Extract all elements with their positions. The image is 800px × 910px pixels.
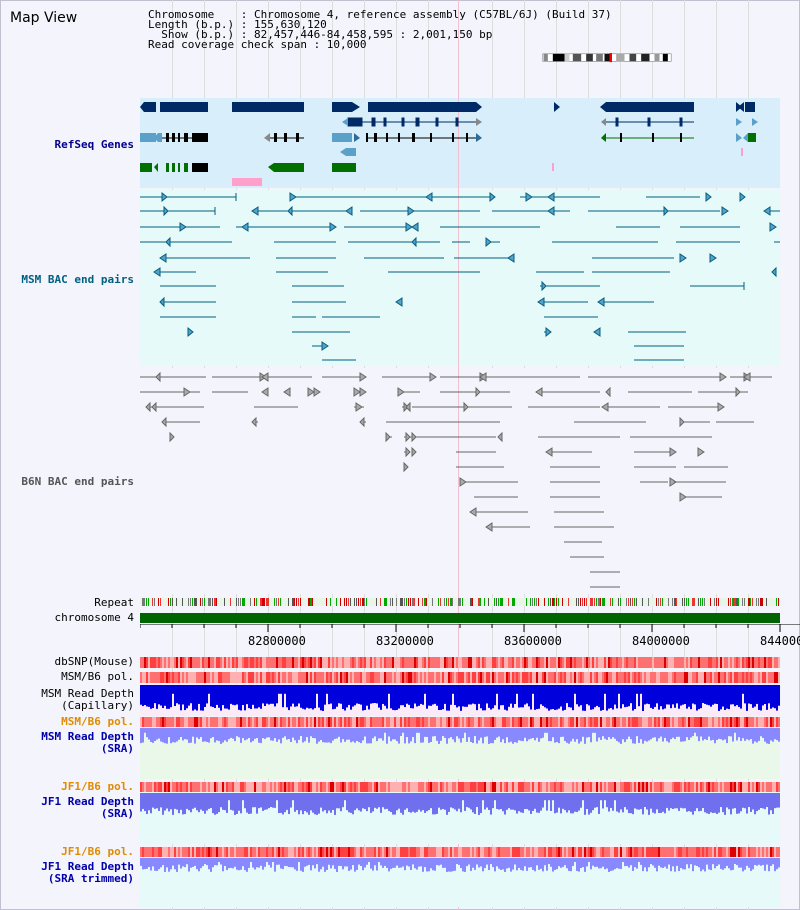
- jf1-depth-trim: [140, 858, 780, 872]
- msm-depth-capillary: [140, 685, 780, 711]
- jf1-pol2-track: [140, 847, 780, 857]
- jf1-pol-label: JF1/B6 pol.: [61, 780, 134, 793]
- chromosome-label: chromosome 4: [54, 611, 134, 624]
- gene-row-3: [140, 133, 756, 142]
- axis-tick-label: 84000000: [632, 634, 690, 648]
- gene-row-5: [140, 163, 554, 172]
- gene-row-4: [340, 148, 743, 156]
- jf1-depth-sra: [140, 793, 780, 815]
- jf1-depth-sra-label: JF1 Read Depth: [41, 795, 134, 808]
- position-axis: [140, 624, 800, 632]
- chromosome-info: Chromosome : Chromosome 4, reference ass…: [148, 8, 612, 51]
- dbsnp-track: [140, 657, 780, 668]
- info-show-range: Show (b.p.) : 82,457,446-84,458,595 : 2,…: [148, 28, 493, 41]
- repeat-track: [140, 598, 780, 606]
- info-length: Length (b.p.) : 155,630,120: [148, 18, 327, 31]
- msm-depth-cap-label-2: (Capillary): [61, 699, 134, 712]
- gene-row-2: [342, 117, 758, 127]
- b6n-bac-track[interactable]: [140, 368, 780, 594]
- jf1-depth-trim-label: JF1 Read Depth: [41, 860, 134, 873]
- gene-row-6: [232, 178, 262, 186]
- center-marker: [458, 0, 459, 910]
- refseq-track-bg: [140, 98, 780, 188]
- msm-depth-sra: [140, 728, 780, 744]
- chromosome-bar: [140, 613, 780, 623]
- repeat-label: Repeat: [94, 596, 134, 609]
- jf1-pol-track: [140, 782, 780, 792]
- refseq-genes-track[interactable]: [140, 98, 780, 188]
- b6n-bac-label[interactable]: B6N BAC end pairs: [21, 475, 134, 488]
- info-chromosome: Chromosome : Chromosome 4, reference ass…: [148, 8, 612, 21]
- msm-pol-label: MSM/B6 pol.: [61, 670, 134, 683]
- msm-bac-track-bg: [140, 190, 780, 366]
- jf1-depth-sra-label-2: (SRA): [100, 807, 134, 820]
- refseq-genes-label[interactable]: RefSeq Genes: [54, 138, 134, 151]
- chromosome-ideogram[interactable]: [530, 53, 684, 63]
- msm-depth-sra-label-2: (SRA): [100, 742, 134, 755]
- msm-pol-track: [140, 672, 780, 683]
- msm-depth-cap-label: MSM Read Depth: [41, 687, 134, 700]
- info-coverage-span: Read coverage check span : 10,000: [148, 38, 367, 51]
- msm-bac-track[interactable]: [140, 190, 780, 366]
- msm-pol2-label: MSM/B6 pol.: [61, 715, 134, 728]
- jf1-depth-trim-label-2: (SRA trimmed): [47, 872, 134, 885]
- msm-depth-sra-label: MSM Read Depth: [41, 730, 134, 743]
- dbsnp-label: dbSNP(Mouse): [54, 655, 134, 668]
- axis-tick-label: 83200000: [376, 634, 434, 648]
- axis-tick-label: 83600000: [504, 634, 562, 648]
- jf1-pol2-label: JF1/B6 pol.: [61, 845, 134, 858]
- axis-tick-label: 844000: [760, 634, 800, 648]
- msm-bac-label[interactable]: MSM BAC end pairs: [21, 273, 134, 286]
- axis-tick-label: 82800000: [248, 634, 306, 648]
- msm-pol2-track: [140, 717, 780, 727]
- page-title: Map View: [10, 10, 78, 26]
- gene-row-1: [140, 102, 755, 112]
